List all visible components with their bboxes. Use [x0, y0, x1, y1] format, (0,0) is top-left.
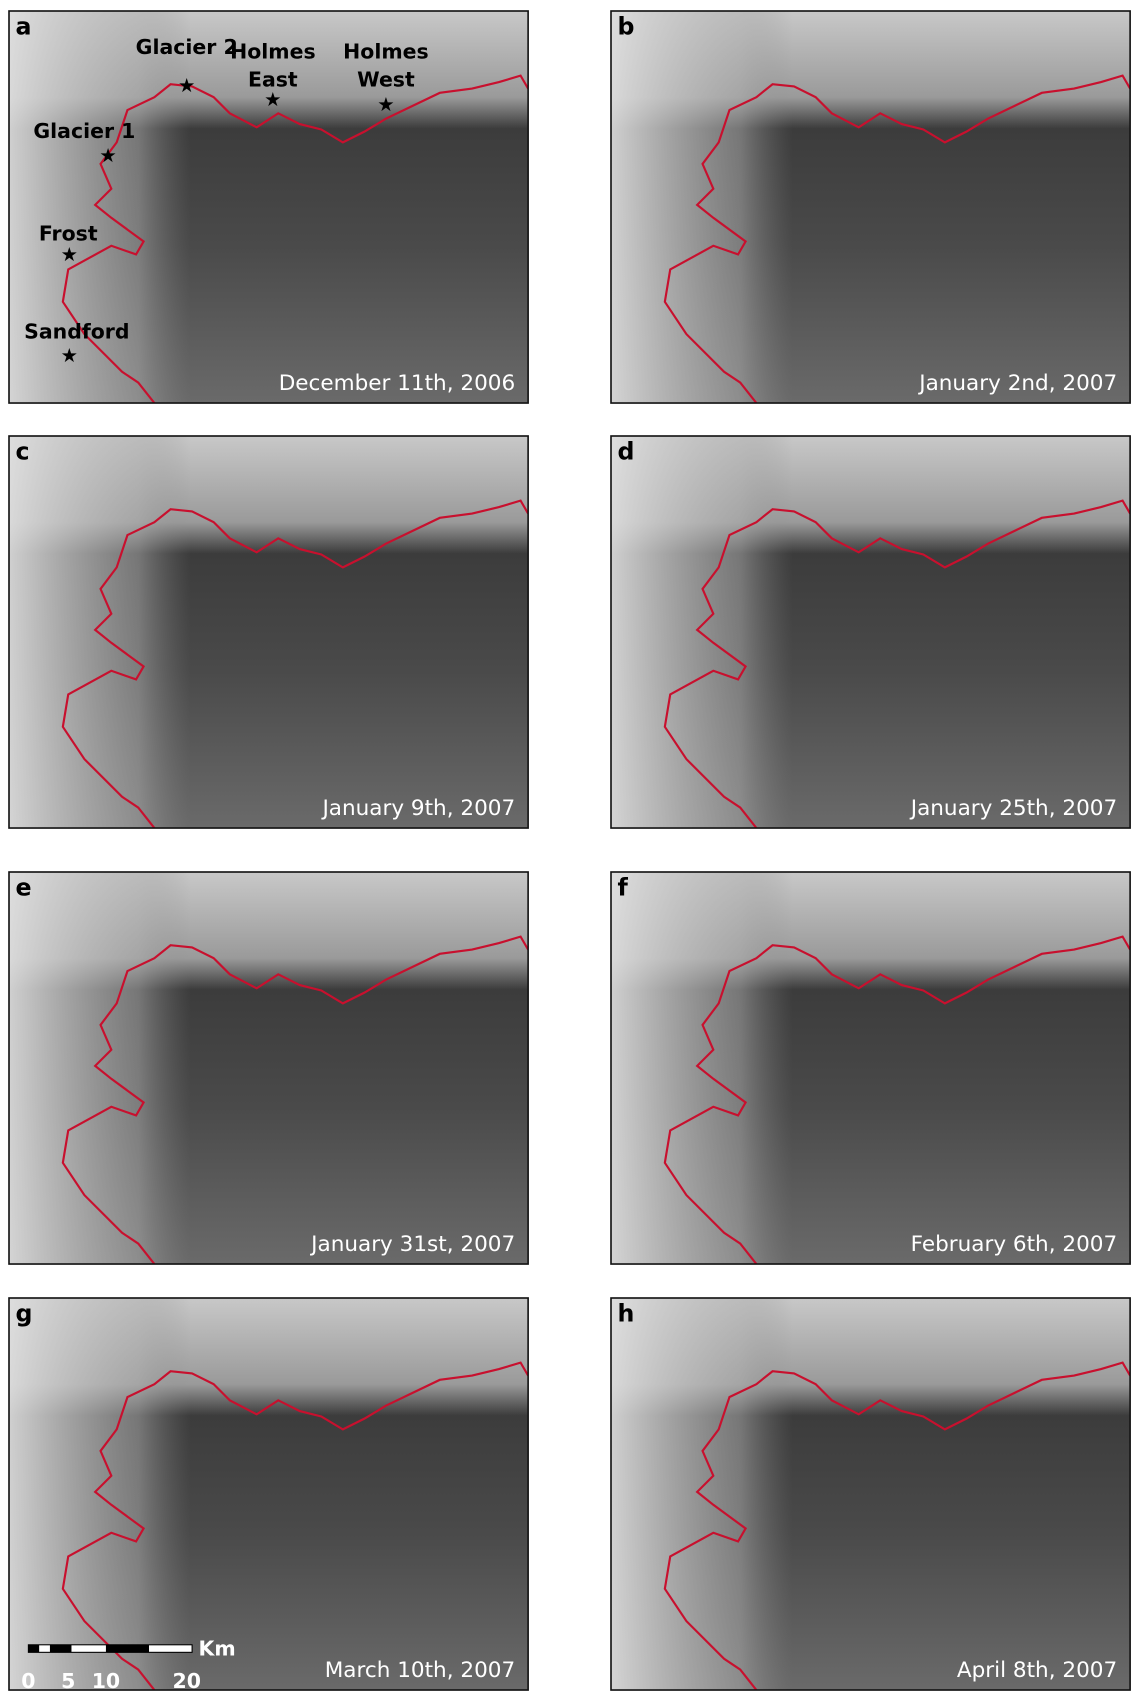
- panel-date: December 11th, 2006: [279, 371, 515, 396]
- panel-letter: h: [617, 1300, 634, 1328]
- panel-image: [9, 436, 528, 828]
- scale-segment: [28, 1645, 39, 1653]
- panel-letter: d: [617, 438, 634, 466]
- scale-segment: [106, 1645, 149, 1653]
- panel-letter: f: [617, 874, 628, 902]
- shelf: [611, 11, 1130, 403]
- panel-letter: b: [617, 13, 634, 41]
- panel-date: January 25th, 2007: [909, 796, 1117, 821]
- panel: e January 31st, 2007: [9, 872, 528, 1264]
- scale-unit: Km: [199, 1637, 236, 1661]
- panel: h April 8th, 2007: [611, 1298, 1130, 1690]
- panel-letter: a: [15, 13, 31, 41]
- scale-segment: [50, 1645, 72, 1653]
- figure: aDecember 11th, 2006Glacier 2★HolmesEast…: [0, 0, 1133, 1702]
- scale-label: 5: [61, 1669, 75, 1693]
- panel: b January 2nd, 2007: [611, 11, 1130, 403]
- panel-letter: g: [15, 1300, 32, 1328]
- shelf: [9, 436, 528, 828]
- panel-letter: c: [15, 438, 29, 466]
- site-star: ★: [178, 74, 195, 97]
- site-label: Holmes: [343, 39, 429, 63]
- shelf: [611, 872, 1130, 1264]
- shelf: [9, 872, 528, 1264]
- shelf: [9, 1298, 528, 1690]
- panel-letter: e: [15, 874, 31, 902]
- site-label: Holmes: [230, 39, 316, 63]
- site-star: ★: [99, 144, 116, 167]
- scale-label: 20: [172, 1669, 200, 1693]
- panel-image: [611, 436, 1130, 828]
- site-label: West: [357, 67, 415, 91]
- site-label: Frost: [39, 221, 98, 245]
- panel-image: [611, 872, 1130, 1264]
- panel-image: [9, 872, 528, 1264]
- panel-image: [611, 11, 1130, 403]
- site-star: ★: [377, 93, 394, 116]
- panel: f February 6th, 2007: [611, 872, 1130, 1264]
- site-label: Sandford: [24, 319, 129, 343]
- site-star: ★: [61, 243, 78, 266]
- site-label: Glacier 1: [33, 119, 135, 143]
- panel-date: March 10th, 2007: [325, 1658, 515, 1683]
- panel-date: January 31st, 2007: [309, 1232, 515, 1257]
- panel-image: [611, 1298, 1130, 1690]
- scale-label: 10: [92, 1669, 120, 1693]
- site-star: ★: [61, 344, 78, 367]
- scale-label: 0: [21, 1669, 35, 1693]
- panel-date: February 6th, 2007: [911, 1232, 1118, 1257]
- panel-date: January 2nd, 2007: [917, 371, 1117, 396]
- panel-date: April 8th, 2007: [957, 1658, 1117, 1683]
- shelf: [611, 1298, 1130, 1690]
- panel: g March 10th, 2007 0 5 10 20 Km: [9, 1298, 528, 1693]
- panel-date: January 9th, 2007: [320, 796, 515, 821]
- shelf: [611, 436, 1130, 828]
- site-label: Glacier 2: [136, 35, 238, 59]
- panel-image: [9, 1298, 528, 1690]
- panel: c January 9th, 2007: [9, 436, 528, 828]
- panel: d January 25th, 2007: [611, 436, 1130, 828]
- site-star: ★: [264, 88, 281, 111]
